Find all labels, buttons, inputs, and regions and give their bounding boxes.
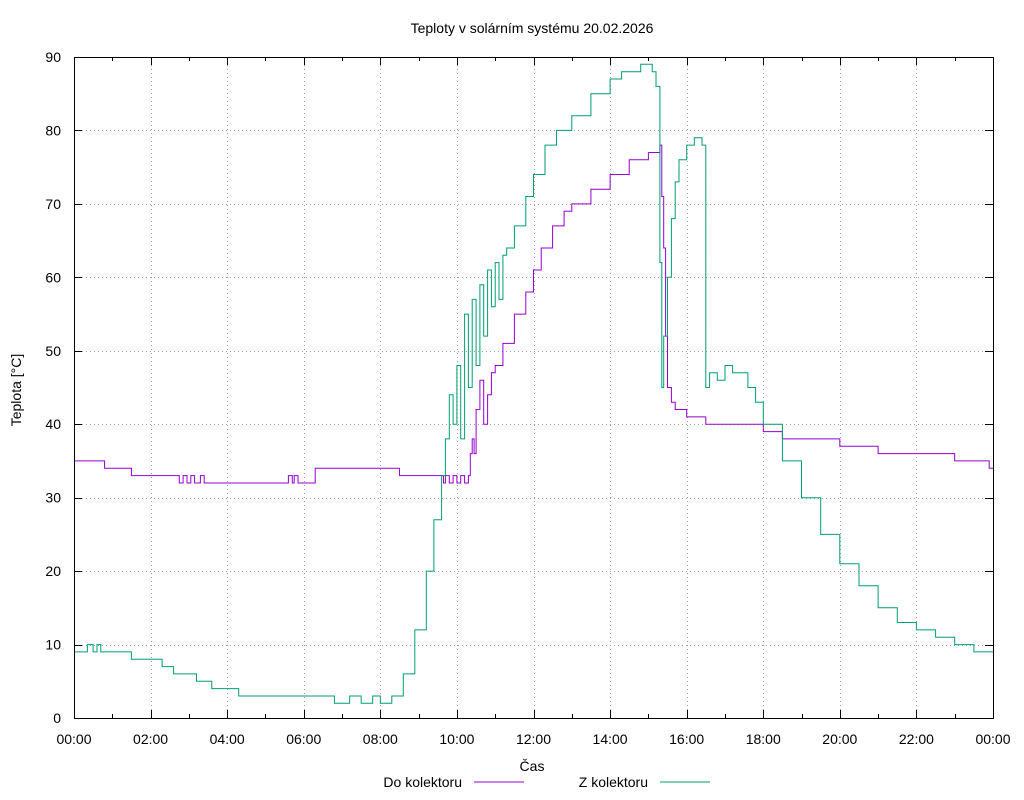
y-axis-label: Teplota [°C]: [8, 354, 24, 427]
x-tick-label: 22:00: [899, 731, 934, 747]
y-tick-label: 50: [45, 343, 61, 359]
x-tick-label: 20:00: [822, 731, 857, 747]
series-layer: [74, 63, 993, 704]
x-tick-label: 18:00: [746, 731, 781, 747]
series-line-do-kolektoru: [74, 144, 993, 484]
y-tick-label: 80: [45, 122, 61, 138]
y-tick-label: 70: [45, 196, 61, 212]
x-tick-label: 14:00: [593, 731, 628, 747]
y-tick-label: 30: [45, 490, 61, 506]
x-tick-label: 00:00: [56, 731, 91, 747]
ticks: 00:00 02:00 04:00 06:00 08:00 10:00 12:00 14:00…: [45, 49, 1010, 747]
legend-label-z-kolektoru: Z kolektoru: [579, 774, 648, 790]
plot-frame: [74, 57, 994, 719]
x-tick-label: 12:00: [516, 731, 551, 747]
y-tick-label: 0: [53, 710, 61, 726]
y-tick-label: 60: [45, 269, 61, 285]
grid: [74, 57, 993, 718]
x-tick-label: 04:00: [210, 731, 245, 747]
series-line-z-kolektoru: [74, 63, 993, 704]
x-tick-label: 00:00: [975, 731, 1010, 747]
y-tick-label: 20: [45, 563, 61, 579]
x-tick-label: 02:00: [133, 731, 168, 747]
y-tick-label: 40: [45, 416, 61, 432]
x-axis-label: Čas: [520, 758, 545, 774]
x-tick-label: 06:00: [286, 731, 321, 747]
chart-title: Teploty v solárním systému 20.02.2026: [411, 20, 654, 36]
y-tick-label: 90: [45, 49, 61, 65]
x-tick-label: 08:00: [363, 731, 398, 747]
x-tick-label: 16:00: [669, 731, 704, 747]
x-tick-label: 10:00: [439, 731, 474, 747]
legend-label-do-kolektoru: Do kolektoru: [383, 774, 462, 790]
y-tick-label: 10: [45, 637, 61, 653]
legend: Do kolektoru Z kolektoru: [383, 774, 710, 790]
